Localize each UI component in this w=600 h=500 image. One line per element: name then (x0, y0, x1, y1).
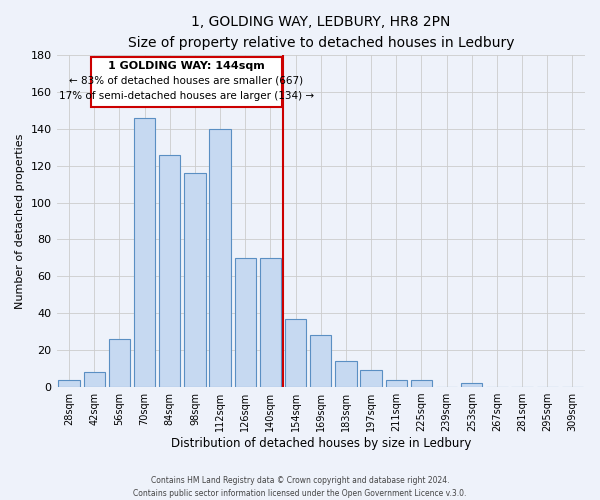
Title: 1, GOLDING WAY, LEDBURY, HR8 2PN
Size of property relative to detached houses in: 1, GOLDING WAY, LEDBURY, HR8 2PN Size of… (128, 15, 514, 50)
Bar (134, 118, 155, 387)
Bar (235, 258, 256, 387)
Bar (285, 319, 307, 387)
Text: 17% of semi-detached houses are larger (134) →: 17% of semi-detached houses are larger (… (59, 90, 314, 101)
Bar (386, 380, 407, 387)
Bar (58, 380, 80, 387)
Bar (411, 380, 432, 387)
Bar (310, 336, 331, 387)
Y-axis label: Number of detached properties: Number of detached properties (15, 134, 25, 308)
Bar (335, 361, 356, 387)
Text: Contains HM Land Registry data © Crown copyright and database right 2024.
Contai: Contains HM Land Registry data © Crown c… (133, 476, 467, 498)
X-axis label: Distribution of detached houses by size in Ledbury: Distribution of detached houses by size … (170, 437, 471, 450)
Text: 1 GOLDING WAY: 144sqm: 1 GOLDING WAY: 144sqm (108, 61, 265, 71)
Bar (361, 370, 382, 387)
Text: ← 83% of detached houses are smaller (667): ← 83% of detached houses are smaller (66… (69, 76, 303, 86)
Bar (83, 372, 105, 387)
Bar (109, 339, 130, 387)
Bar (260, 258, 281, 387)
Bar (209, 128, 231, 387)
Bar (159, 154, 181, 387)
Bar (461, 384, 482, 387)
Bar (184, 173, 206, 387)
FancyBboxPatch shape (91, 57, 282, 106)
